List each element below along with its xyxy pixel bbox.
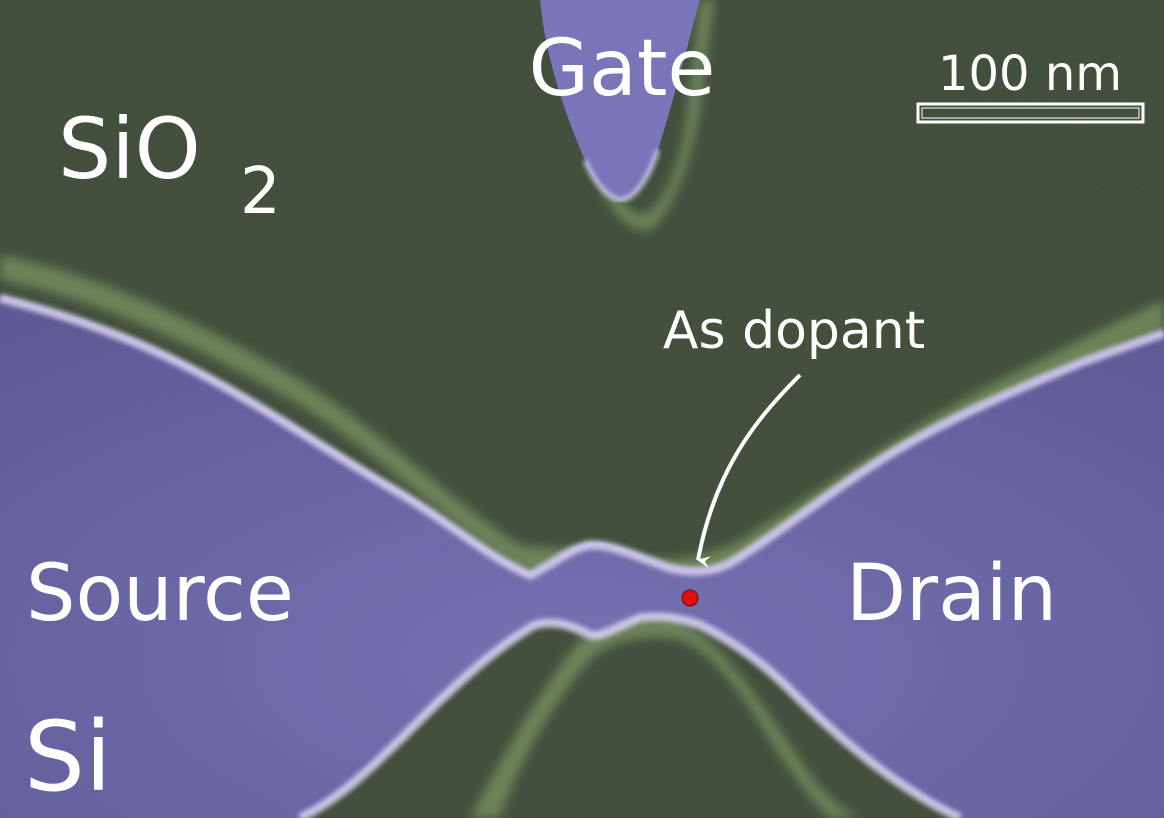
scale-bar bbox=[916, 102, 1145, 124]
scale-bar-label: 100 nm bbox=[938, 46, 1122, 102]
sio2-label: SiO bbox=[58, 100, 201, 198]
si-label: Si bbox=[24, 701, 112, 813]
as-dopant-dot bbox=[681, 589, 699, 607]
gate-electrode bbox=[540, 0, 700, 200]
source-label: Source bbox=[26, 549, 294, 639]
dopant-label: As dopant bbox=[663, 301, 925, 361]
dopant-arrow bbox=[696, 373, 802, 569]
silicon-edge-highlight bbox=[0, 293, 1164, 818]
gate-edge-highlight bbox=[582, 149, 661, 203]
gate-label: Gate bbox=[529, 24, 716, 114]
sio2-subscript: 2 bbox=[240, 155, 281, 229]
scale-bar-inner bbox=[921, 107, 1140, 119]
drain-label: Drain bbox=[846, 549, 1057, 639]
